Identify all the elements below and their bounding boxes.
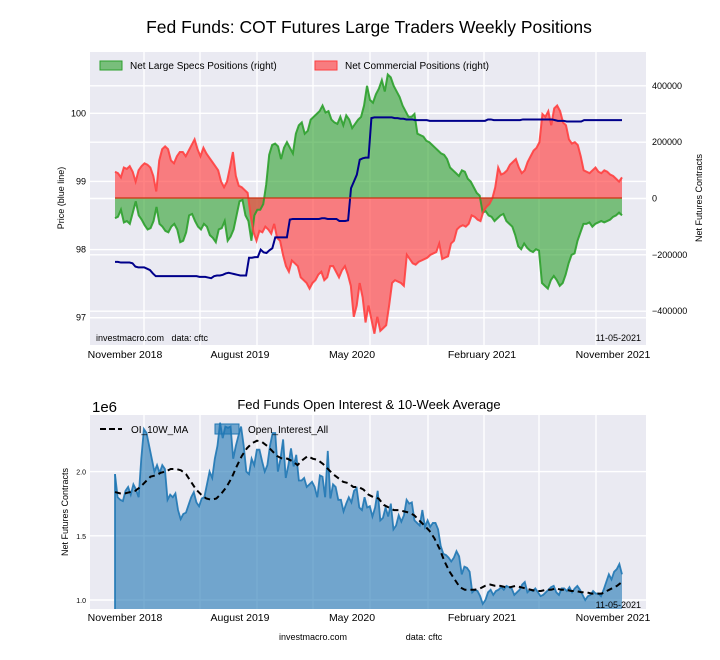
footer-source: investmacro.com <box>279 632 347 642</box>
top-x-axis: November 2018 August 2019 May 2020 February… <box>88 349 651 361</box>
legend-label-large-specs: Net Large Specs Positions (right) <box>130 61 277 72</box>
top-left-tick-label: 98 <box>76 245 86 255</box>
bottom-x-tick-label: August 2019 <box>211 612 270 624</box>
bottom-y-axis: 2.0 1.5 1.0 <box>76 470 86 605</box>
bottom-x-tick-label: May 2020 <box>329 612 375 624</box>
bottom-offset-label: 1e6 <box>92 399 117 416</box>
top-right-tick-label: 0 <box>652 194 657 204</box>
top-right-tick-label: 200000 <box>652 137 682 147</box>
large-specs-area <box>115 74 622 289</box>
bottom-y-tick-label: 1.5 <box>76 534 86 541</box>
oi-10w-ma-line <box>114 439 623 595</box>
bottom-x-axis: November 2018 August 2019 May 2020 February… <box>88 612 651 624</box>
legend-label-commercial: Net Commercial Positions (right) <box>345 61 489 72</box>
top-x-tick-label: August 2019 <box>211 349 270 361</box>
top-right-tick-label: 400000 <box>652 81 682 91</box>
top-left-tick-label: 100 <box>71 108 86 118</box>
top-x-tick-label: May 2020 <box>329 349 375 361</box>
top-right-axis-label: Net Futures Contracts <box>694 153 704 242</box>
top-right-tick-label: −200000 <box>652 250 687 260</box>
top-left-axis-label: Price (blue line) <box>56 167 66 230</box>
top-x-tick-label: November 2021 <box>576 349 651 361</box>
legend-swatch-commercial <box>314 60 338 71</box>
top-legend: Net Large Specs Positions (right) Net Co… <box>99 60 489 72</box>
bottom-legend: OI_10W_MA Open_Interest_All <box>100 423 328 436</box>
top-chart-title: Fed Funds: COT Futures Large Traders Wee… <box>146 17 592 37</box>
legend-label-open-interest: Open_Interest_All <box>248 425 328 436</box>
bottom-x-tick-label: November 2021 <box>576 612 651 624</box>
bottom-date-label: 11-05-2021 <box>596 600 641 610</box>
bottom-y-tick-label: 1.0 <box>76 598 86 605</box>
legend-swatch-large-specs <box>99 60 123 71</box>
top-watermark: investmacro.com data: cftc <box>96 333 209 343</box>
bottom-x-tick-label: November 2018 <box>88 612 163 624</box>
top-price-line-group <box>115 116 622 280</box>
bottom-y-tick-label: 2.0 <box>76 470 86 477</box>
top-date-label: 11-05-2021 <box>596 333 641 343</box>
open-interest-area <box>115 422 622 609</box>
footer-data: data: cftc <box>406 632 443 642</box>
top-areas <box>114 72 623 334</box>
large-specs-line <box>114 72 623 291</box>
open-interest-line <box>114 422 623 606</box>
bottom-y-axis-label: Net Futures Contracts <box>60 467 70 556</box>
bottom-areas <box>114 422 623 609</box>
top-left-tick-label: 99 <box>76 176 86 186</box>
commercial-line <box>114 103 623 334</box>
top-left-tick-label: 97 <box>76 313 86 323</box>
price-line <box>115 116 622 280</box>
top-right-tick-label: −400000 <box>652 306 687 316</box>
legend-label-oi-ma: OI_10W_MA <box>131 425 189 436</box>
top-right-axis: 400000 200000 0 −200000 −400000 <box>652 81 687 316</box>
bottom-chart-title: Fed Funds Open Interest & 10-Week Averag… <box>237 397 500 412</box>
legend-swatch-open-interest <box>214 423 240 435</box>
top-x-tick-label: November 2018 <box>88 349 163 361</box>
top-left-axis: 100 99 98 97 <box>71 108 86 322</box>
bottom-x-tick-label: February 2021 <box>448 612 516 624</box>
top-x-tick-label: February 2021 <box>448 349 516 361</box>
commercial-area <box>115 105 622 334</box>
